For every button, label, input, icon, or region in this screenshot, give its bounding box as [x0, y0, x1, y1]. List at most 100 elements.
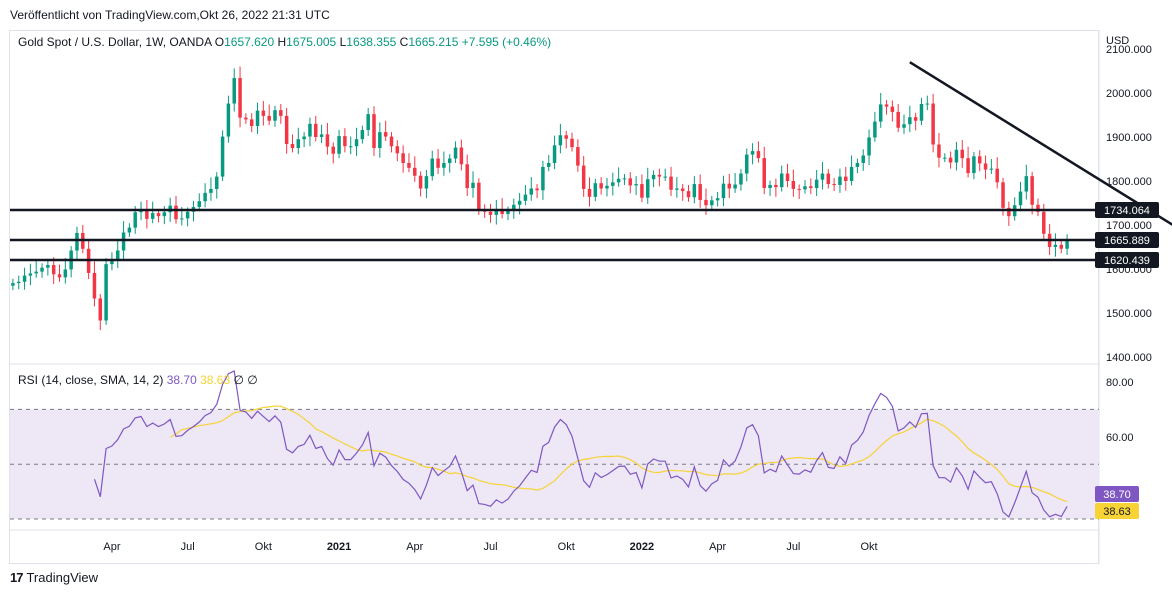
- time-tick-label: Apr: [709, 541, 726, 553]
- candle-body: [599, 183, 603, 189]
- candle-body: [220, 136, 225, 177]
- price-tick-label: 1700.000: [1106, 220, 1152, 232]
- candle-body: [809, 186, 813, 189]
- price-tick-label: 2100.000: [1106, 44, 1152, 56]
- time-tick-label: Jul: [483, 541, 497, 553]
- candle-body: [162, 212, 167, 217]
- candle-body: [640, 184, 644, 198]
- candle-body: [337, 136, 341, 154]
- candle-body: [150, 213, 155, 219]
- candle-body: [779, 173, 784, 188]
- candle-body: [529, 188, 534, 195]
- candle-body: [541, 166, 545, 191]
- tradingview-logo-text: TradingView: [26, 570, 99, 585]
- symbol-legend[interactable]: Gold Spot / U.S. Dollar, 1W, OANDA O1657…: [18, 35, 551, 49]
- candle-body: [343, 136, 347, 147]
- candle-body: [873, 121, 877, 138]
- candle-body: [319, 134, 324, 137]
- candle-body: [1053, 244, 1058, 247]
- candle-body: [430, 158, 434, 177]
- candle-body: [261, 110, 266, 116]
- rsi-sma-line: [169, 405, 1068, 502]
- candle-body: [465, 164, 469, 189]
- candle-body: [896, 111, 900, 128]
- candle-body: [628, 178, 633, 186]
- candle-body: [11, 283, 15, 286]
- rsi-lines: [93, 370, 1068, 518]
- candle-body: [937, 144, 941, 158]
- candle-body: [954, 149, 959, 163]
- symbol-name: Gold Spot / U.S. Dollar, 1W, OANDA: [18, 35, 212, 49]
- time-tick-label: Okt: [255, 541, 272, 553]
- candle-body: [1030, 176, 1034, 205]
- candle-body: [418, 175, 423, 189]
- candle-body: [768, 184, 772, 189]
- candle-body: [28, 273, 33, 276]
- candle-body: [593, 183, 598, 197]
- candle-body: [273, 110, 277, 121]
- price-labels: 1734.064 1665.889 1620.439 38.70 38.63: [1095, 202, 1159, 519]
- candle-body: [814, 179, 819, 189]
- rsi-tick-label: 80.00: [1106, 377, 1134, 389]
- candle-body: [46, 265, 50, 268]
- candle-body: [1059, 244, 1064, 249]
- candle-body: [215, 176, 219, 189]
- candle-body: [98, 298, 103, 321]
- candle-body: [925, 103, 930, 105]
- candle-body: [861, 155, 865, 163]
- candle-body: [844, 176, 848, 181]
- tradingview-logo[interactable]: 17 TradingView: [10, 570, 98, 585]
- candle-body: [249, 119, 254, 126]
- rsi-label: RSI (14, close, SMA, 14, 2): [18, 373, 164, 387]
- candle-body: [471, 182, 475, 189]
- candle-body: [494, 209, 499, 215]
- candle-body: [634, 184, 638, 186]
- candle-body: [698, 184, 702, 200]
- rsi-sma-value-label: 38.63: [1103, 506, 1131, 518]
- price-label-box: [1095, 252, 1159, 269]
- time-tick-label: Jul: [786, 541, 800, 553]
- candle-body: [104, 264, 108, 321]
- candle-body: [1018, 191, 1023, 206]
- candle-body: [616, 178, 621, 183]
- currency-label[interactable]: USD: [1106, 35, 1130, 47]
- rsi-legend-value: 38.70: [166, 373, 197, 387]
- candle-body: [750, 151, 755, 155]
- candle-body: [576, 147, 580, 166]
- candle-body: [325, 134, 330, 147]
- candle-body: [354, 139, 359, 147]
- candle-body: [564, 135, 568, 139]
- candle-body: [826, 173, 831, 185]
- price-tick-label: 1800.000: [1106, 176, 1152, 188]
- price-label-text: 1620.439: [1104, 255, 1150, 267]
- candle-body: [745, 154, 749, 174]
- candle-body: [16, 281, 21, 284]
- rsi-line: [93, 370, 1068, 518]
- candle-body: [185, 211, 190, 219]
- candle-body: [389, 136, 394, 147]
- rsi-sma-value-box: [1095, 503, 1139, 519]
- candle-body: [203, 192, 207, 202]
- candle-body: [127, 227, 132, 233]
- candle-body: [395, 146, 400, 154]
- candle-body: [401, 153, 405, 163]
- candle-body: [331, 146, 335, 154]
- candle-body: [1007, 207, 1011, 217]
- candle-body: [657, 174, 662, 177]
- rsi-na-1: ∅: [233, 373, 244, 387]
- high-value: 1675.005: [286, 35, 337, 49]
- time-tick-label: 2022: [630, 541, 654, 553]
- candle-body: [209, 188, 213, 193]
- candle-body: [40, 267, 44, 272]
- candle-body: [913, 117, 918, 121]
- candle-body: [348, 146, 353, 148]
- candle-body: [855, 162, 860, 167]
- rsi-legend[interactable]: RSI (14, close, SMA, 14, 2) 38.70 38.63 …: [18, 373, 258, 387]
- candle-body: [447, 158, 452, 163]
- price-label-box: [1095, 232, 1159, 249]
- candle-body: [506, 210, 510, 214]
- candle-body: [174, 205, 178, 220]
- candle-body: [442, 162, 446, 168]
- candle-body: [867, 137, 871, 156]
